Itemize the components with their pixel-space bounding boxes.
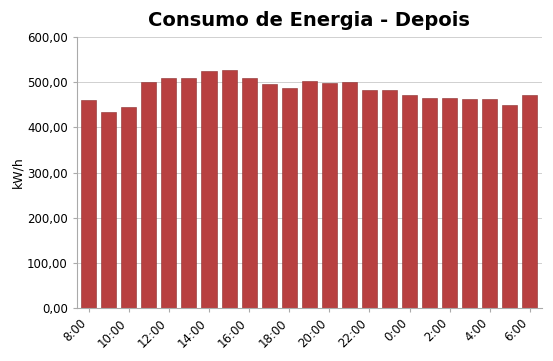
- Bar: [302, 81, 317, 308]
- Bar: [201, 71, 217, 308]
- Bar: [121, 107, 137, 308]
- Bar: [502, 105, 517, 308]
- Bar: [101, 112, 116, 308]
- Bar: [422, 98, 437, 308]
- Bar: [482, 99, 497, 308]
- Bar: [181, 78, 196, 308]
- Y-axis label: kW/h: kW/h: [11, 157, 24, 188]
- Bar: [281, 88, 297, 308]
- Bar: [442, 98, 457, 308]
- Bar: [222, 70, 237, 308]
- Bar: [322, 83, 337, 308]
- Bar: [342, 82, 357, 308]
- Bar: [142, 82, 156, 308]
- Bar: [402, 95, 417, 308]
- Bar: [242, 78, 257, 308]
- Bar: [462, 100, 477, 308]
- Bar: [382, 90, 397, 308]
- Bar: [262, 84, 276, 308]
- Title: Consumo de Energia - Depois: Consumo de Energia - Depois: [148, 11, 470, 30]
- Bar: [362, 90, 377, 308]
- Bar: [161, 78, 176, 308]
- Bar: [81, 100, 96, 308]
- Bar: [523, 95, 538, 308]
